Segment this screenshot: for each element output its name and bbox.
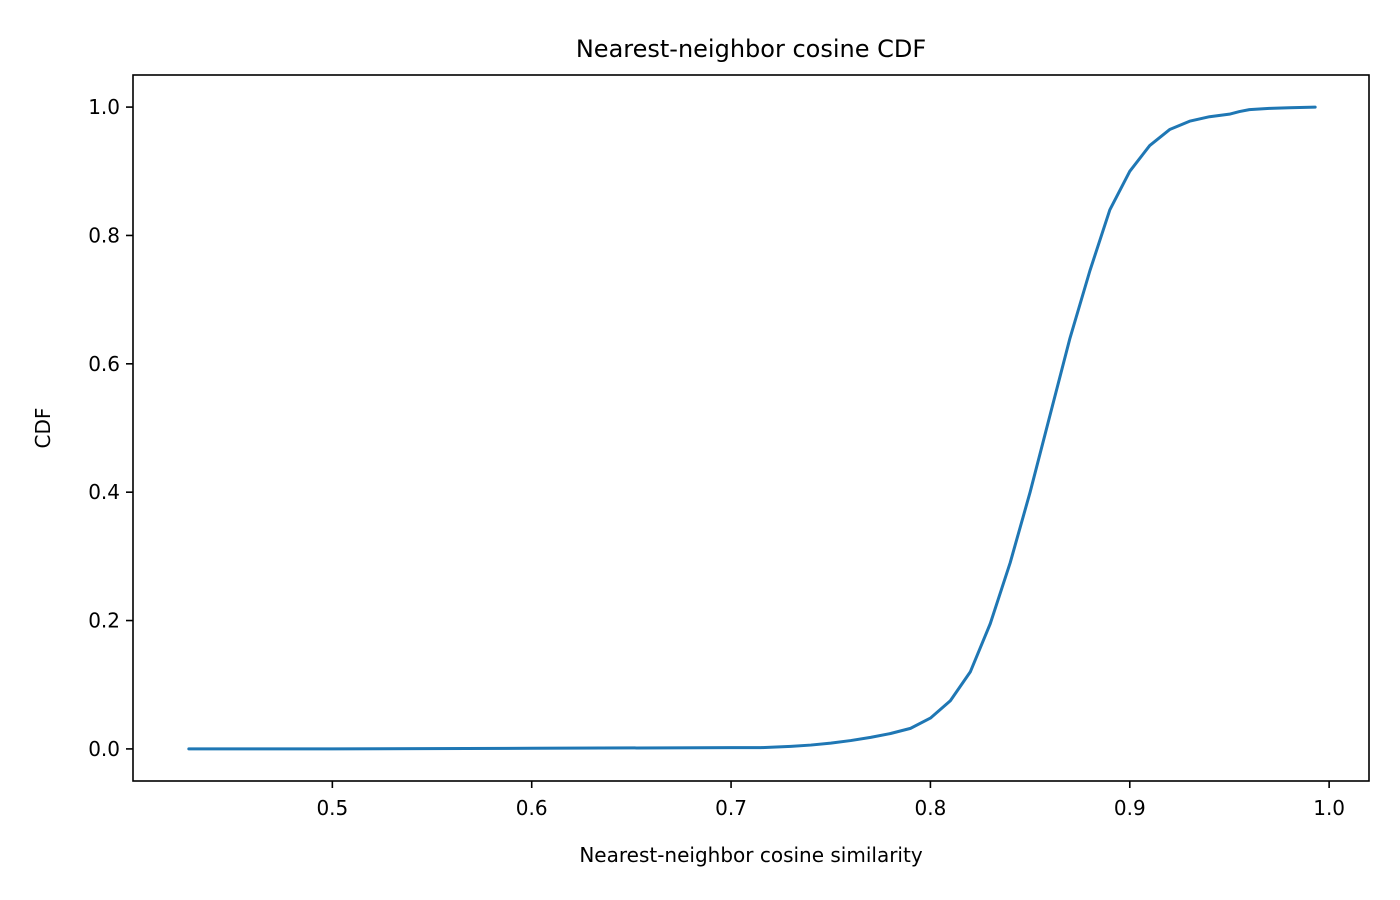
x-tick-label: 1.0: [1313, 796, 1345, 820]
y-tick-label: 0.0: [88, 737, 120, 761]
y-tick-label: 0.8: [88, 223, 120, 247]
y-axis-title: CDF: [31, 408, 55, 449]
x-tick-label: 0.9: [1114, 796, 1146, 820]
x-tick-label: 0.5: [316, 796, 348, 820]
x-tick-label: 0.7: [715, 796, 747, 820]
y-tick-label: 0.4: [88, 480, 120, 504]
y-tick-label: 1.0: [88, 95, 120, 119]
plot-area: [187, 105, 1317, 751]
chart-title: Nearest-neighbor cosine CDF: [576, 35, 926, 63]
y-tick-label: 0.2: [88, 609, 120, 633]
x-tick-label: 0.8: [915, 796, 947, 820]
y-tick-label: 0.6: [88, 352, 120, 376]
x-axis: 0.5 0.6 0.7 0.8 0.9 1.0: [316, 781, 1345, 820]
x-tick-label: 0.6: [516, 796, 548, 820]
y-axis: 0.0 0.2 0.4 0.6 0.8 1.0: [88, 95, 133, 761]
plot-frame: [132, 74, 1370, 782]
cdf-series-line: [187, 105, 1317, 751]
x-axis-title: Nearest-neighbor cosine similarity: [579, 843, 923, 867]
